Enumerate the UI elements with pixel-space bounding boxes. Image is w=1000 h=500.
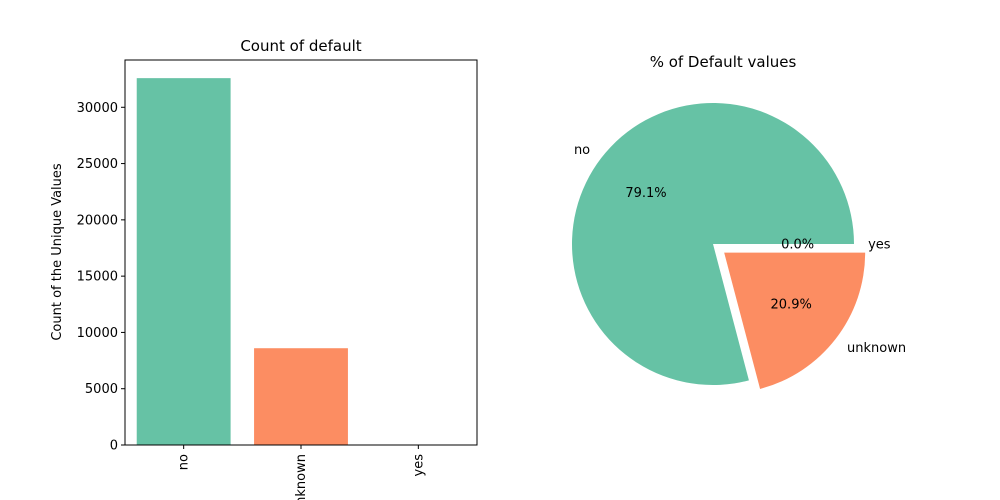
- pie-label-no: no: [574, 143, 590, 158]
- pie-slice-unknown: [724, 252, 866, 389]
- y-tick-label: 30000: [77, 101, 118, 116]
- pie-plot-area: no 79.1% unknown 20.9% yes 0.0%: [572, 102, 906, 389]
- y-tick-label: 0: [110, 439, 118, 454]
- bar-plot-frame: [124, 59, 478, 446]
- x-tick-label: yes: [411, 454, 426, 477]
- y-tick-label: 5000: [85, 382, 118, 397]
- bar-chart-panel: Count of default no unknown yes 0 5000 10000 1…: [50, 37, 478, 500]
- bar-unknown: [254, 348, 348, 445]
- x-tick-label: no: [177, 454, 192, 470]
- pie-pct-no: 79.1%: [625, 186, 666, 201]
- pie-label-yes: yes: [868, 238, 891, 253]
- bar-no: [136, 78, 231, 445]
- pie-chart-panel: % of Default values no 79.1% unknown 20.9% y…: [572, 53, 906, 389]
- pie-pct-unknown: 20.9%: [771, 298, 812, 313]
- bar-plot-area: no unknown yes 0 5000 10000 15000 20000 25000 300…: [77, 78, 466, 500]
- pie-label-unknown: unknown: [847, 341, 906, 356]
- y-tick-label: 25000: [77, 157, 118, 172]
- y-tick-label: 15000: [77, 270, 118, 285]
- pie-pct-yes: 0.0%: [781, 238, 814, 253]
- bar-y-axis-label: Count of the Unique Values: [50, 163, 65, 341]
- x-tick-label: unknown: [294, 454, 309, 500]
- y-tick-label: 20000: [77, 213, 118, 228]
- bar-chart-title: Count of default: [240, 37, 361, 55]
- pie-chart-title: % of Default values: [650, 53, 797, 71]
- pie-slice-no: [572, 102, 855, 385]
- y-tick-label: 10000: [77, 326, 118, 341]
